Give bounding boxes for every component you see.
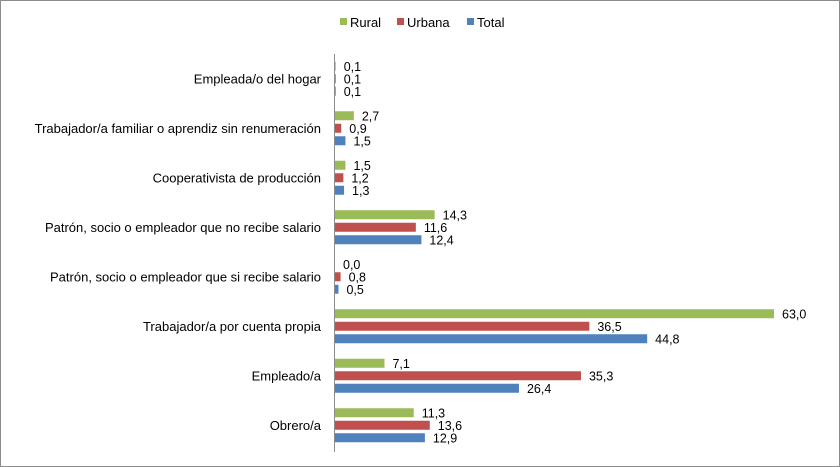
value-label-total: 1,3	[352, 184, 369, 198]
bar-total	[335, 185, 345, 195]
value-label-total: 12,9	[433, 431, 457, 445]
bar-rural	[335, 111, 354, 121]
legend: Rural Urbana Total	[340, 15, 505, 30]
bar-total	[335, 86, 336, 96]
value-label-urbana: 35,3	[589, 369, 613, 383]
legend-swatch-urbana	[397, 18, 404, 25]
category-label: Trabajador/a por cuenta propia	[143, 319, 322, 334]
category-label: Cooperativista de producción	[153, 170, 321, 185]
bar-urbana	[335, 123, 342, 133]
legend-label-total: Total	[477, 15, 505, 30]
value-label-urbana: 0,8	[349, 270, 366, 284]
value-label-rural: 11,3	[422, 406, 445, 420]
bar-urbana	[335, 321, 590, 331]
value-label-rural: 2,7	[362, 109, 379, 123]
category-labels: Empleada/o del hogar Trabajador/a familia…	[35, 71, 322, 433]
value-label-total: 44,8	[655, 332, 679, 346]
value-label-rural: 1,5	[353, 159, 370, 173]
legend-swatch-total	[467, 18, 474, 25]
bars	[335, 61, 774, 443]
bar-rural	[335, 61, 336, 71]
value-label-urbana: 13,6	[438, 419, 462, 433]
value-label-rural: 0,1	[344, 60, 361, 74]
value-label-total: 1,5	[353, 134, 370, 148]
legend-label-rural: Rural	[350, 15, 381, 30]
value-label-total: 26,4	[527, 382, 551, 396]
bar-urbana	[335, 420, 430, 430]
bar-rural	[335, 408, 414, 418]
category-label: Trabajador/a familiar o aprendiz sin ren…	[35, 121, 321, 136]
bar-urbana	[335, 272, 341, 282]
category-label: Empleado/a	[252, 368, 322, 383]
value-label-urbana: 1,2	[351, 171, 368, 185]
category-label: Patrón, socio o empleador que si recibe …	[50, 269, 321, 284]
bar-rural	[335, 309, 774, 319]
value-label-rural: 63,0	[782, 307, 806, 321]
bar-rural	[335, 160, 346, 170]
value-label-urbana: 0,1	[344, 72, 361, 86]
value-label-urbana: 11,6	[424, 221, 447, 235]
category-label: Empleada/o del hogar	[194, 71, 322, 86]
value-label-rural: 7,1	[392, 357, 409, 371]
value-label-urbana: 0,9	[349, 122, 366, 136]
bar-total	[335, 334, 648, 344]
category-label: Patrón, socio o empleador que no recibe …	[45, 220, 321, 235]
value-label-urbana: 36,5	[597, 320, 621, 334]
legend-label-urbana: Urbana	[407, 15, 450, 30]
value-label-total: 0,5	[346, 283, 363, 297]
bar-total	[335, 284, 339, 294]
value-label-rural: 0,0	[343, 258, 360, 272]
bar-total	[335, 235, 422, 245]
value-label-total: 0,1	[344, 85, 361, 99]
bar-urbana	[335, 74, 336, 84]
legend-swatch-rural	[340, 18, 347, 25]
bar-rural	[335, 358, 385, 368]
bar-urbana	[335, 222, 416, 232]
value-labels: 0,10,10,12,70,91,51,51,21,314,311,612,40…	[343, 60, 806, 446]
bar-total	[335, 136, 346, 146]
bar-total	[335, 383, 519, 393]
bar-urbana	[335, 173, 344, 183]
value-label-rural: 14,3	[443, 208, 467, 222]
bar-urbana	[335, 371, 581, 381]
bar-rural	[335, 210, 435, 220]
value-label-total: 12,4	[429, 233, 453, 247]
bar-total	[335, 433, 425, 443]
category-label: Obrero/a	[270, 418, 322, 433]
